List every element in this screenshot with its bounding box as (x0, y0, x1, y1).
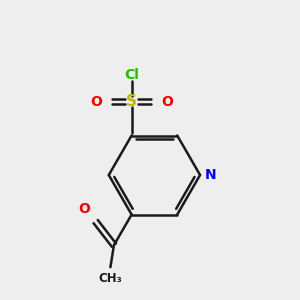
Text: O: O (90, 94, 102, 109)
Text: N: N (205, 168, 216, 182)
Text: Cl: Cl (124, 68, 139, 82)
Text: O: O (79, 202, 90, 216)
Text: S: S (126, 94, 137, 109)
Text: O: O (161, 94, 173, 109)
Text: CH₃: CH₃ (98, 272, 122, 285)
